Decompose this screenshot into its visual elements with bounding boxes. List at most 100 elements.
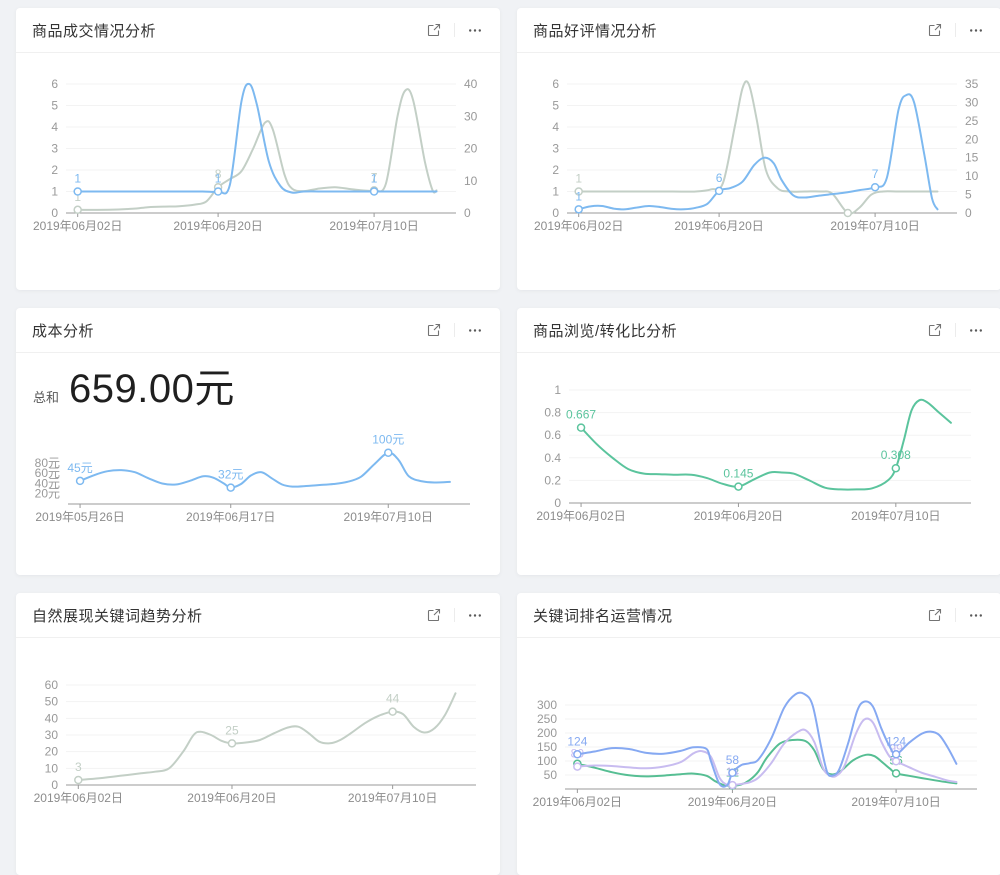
dashboard-grid: 商品成交情况分析 0 1 2 3 4 5 6 0 10 20 30 40 2019年06月02日 2019… bbox=[16, 8, 1000, 875]
svg-text:0.145: 0.145 bbox=[723, 467, 753, 481]
stat-value: 659.00元 bbox=[69, 367, 235, 411]
svg-text:2019年07月10日: 2019年07月10日 bbox=[329, 219, 418, 233]
svg-text:60元: 60元 bbox=[35, 466, 60, 480]
svg-text:0.4: 0.4 bbox=[544, 451, 561, 465]
svg-text:1: 1 bbox=[552, 185, 559, 199]
svg-text:58: 58 bbox=[726, 753, 740, 767]
svg-text:2019年06月02日: 2019年06月02日 bbox=[533, 795, 622, 809]
svg-text:250: 250 bbox=[537, 712, 557, 726]
svg-text:40: 40 bbox=[464, 77, 478, 91]
svg-text:4: 4 bbox=[51, 120, 58, 134]
svg-text:30: 30 bbox=[464, 109, 478, 123]
svg-text:25: 25 bbox=[225, 723, 239, 737]
card-deal-analysis: 商品成交情况分析 0 1 2 3 4 5 6 0 10 20 30 40 2019年06月02日 2019… bbox=[16, 8, 500, 290]
svg-text:2019年06月20日: 2019年06月20日 bbox=[694, 509, 783, 523]
svg-text:50: 50 bbox=[544, 768, 558, 782]
card-header: 商品成交情况分析 bbox=[16, 8, 500, 53]
more-options-icon[interactable] bbox=[967, 606, 985, 624]
svg-text:5: 5 bbox=[965, 188, 972, 202]
card-cost-analysis: 成本分析 总和 659.00元 20元 40元 60元 80元 2019年05月26日 2… bbox=[16, 308, 500, 575]
svg-text:2019年06月17日: 2019年06月17日 bbox=[186, 510, 275, 524]
svg-text:2019年06月20日: 2019年06月20日 bbox=[674, 219, 763, 233]
svg-text:6: 6 bbox=[552, 77, 559, 91]
svg-text:30: 30 bbox=[965, 95, 979, 109]
divider bbox=[454, 323, 455, 337]
more-options-icon[interactable] bbox=[967, 321, 985, 339]
card-keyword-trend: 自然展现关键词趋势分析 0 10 20 30 40 50 60 2019年06月02日 2019… bbox=[16, 593, 500, 875]
svg-text:20: 20 bbox=[464, 142, 478, 156]
svg-text:1: 1 bbox=[575, 172, 582, 186]
svg-text:2019年06月20日: 2019年06月20日 bbox=[688, 795, 777, 809]
total-stat: 总和 659.00元 bbox=[16, 353, 500, 425]
export-icon[interactable] bbox=[425, 21, 443, 39]
svg-text:100: 100 bbox=[537, 754, 557, 768]
svg-text:0.667: 0.667 bbox=[566, 408, 596, 422]
svg-text:32元: 32元 bbox=[218, 468, 243, 482]
card-keyword-rank: 关键词排名运营情况 50 100 150 200 250 300 2019年06月02日 20… bbox=[517, 593, 1000, 875]
card-review-analysis: 商品好评情况分析 0 1 2 3 4 5 6 0 5 10 15 20 25 30 35 2019年06月02… bbox=[517, 8, 1000, 290]
svg-text:300: 300 bbox=[537, 698, 557, 712]
card-title: 商品好评情况分析 bbox=[533, 22, 658, 40]
svg-text:2019年07月10日: 2019年07月10日 bbox=[348, 791, 437, 805]
svg-text:2019年07月10日: 2019年07月10日 bbox=[851, 795, 940, 809]
more-options-icon[interactable] bbox=[466, 21, 484, 39]
card-title: 关键词排名运营情况 bbox=[533, 607, 673, 625]
svg-text:40元: 40元 bbox=[35, 476, 60, 490]
svg-text:1: 1 bbox=[74, 190, 81, 204]
svg-text:20: 20 bbox=[45, 745, 59, 759]
more-options-icon[interactable] bbox=[466, 321, 484, 339]
svg-text:2019年06月20日: 2019年06月20日 bbox=[173, 219, 262, 233]
stat-label: 总和 bbox=[33, 390, 60, 405]
svg-text:10: 10 bbox=[45, 761, 59, 775]
svg-text:1: 1 bbox=[74, 172, 81, 186]
svg-text:0.8: 0.8 bbox=[544, 406, 561, 420]
svg-text:1: 1 bbox=[371, 172, 378, 186]
conversion-line-chart: 0 0.2 0.4 0.6 0.8 1 2019年06月02日 2019年06月20日 2019… bbox=[517, 353, 1000, 575]
svg-text:5: 5 bbox=[552, 99, 559, 113]
svg-text:0: 0 bbox=[552, 206, 559, 220]
svg-text:20: 20 bbox=[965, 132, 979, 146]
svg-text:45元: 45元 bbox=[67, 461, 92, 475]
svg-text:44: 44 bbox=[386, 692, 400, 706]
svg-text:2019年07月10日: 2019年07月10日 bbox=[851, 509, 940, 523]
svg-text:4: 4 bbox=[552, 120, 559, 134]
deal-line-chart: 0 1 2 3 4 5 6 0 10 20 30 40 2019年06月02日 2019年06月20日 20… bbox=[16, 53, 500, 290]
svg-text:0: 0 bbox=[51, 778, 58, 792]
export-icon[interactable] bbox=[926, 606, 944, 624]
svg-text:7: 7 bbox=[371, 170, 378, 184]
svg-text:0: 0 bbox=[554, 496, 561, 510]
svg-text:2019年06月02日: 2019年06月02日 bbox=[534, 219, 623, 233]
svg-text:150: 150 bbox=[537, 740, 557, 754]
svg-text:0: 0 bbox=[51, 206, 58, 220]
svg-text:0.6: 0.6 bbox=[544, 428, 561, 442]
more-options-icon[interactable] bbox=[466, 606, 484, 624]
export-icon[interactable] bbox=[926, 21, 944, 39]
svg-text:100元: 100元 bbox=[372, 433, 404, 447]
svg-text:124: 124 bbox=[886, 734, 906, 748]
card-header: 成本分析 bbox=[16, 308, 500, 353]
export-icon[interactable] bbox=[926, 321, 944, 339]
more-options-icon[interactable] bbox=[967, 21, 985, 39]
svg-text:2: 2 bbox=[51, 163, 58, 177]
divider bbox=[454, 608, 455, 622]
svg-text:124: 124 bbox=[567, 734, 587, 748]
svg-text:60: 60 bbox=[45, 678, 59, 692]
export-icon[interactable] bbox=[425, 321, 443, 339]
svg-text:6: 6 bbox=[51, 77, 58, 91]
svg-text:3: 3 bbox=[75, 760, 82, 774]
svg-text:2019年06月02日: 2019年06月02日 bbox=[34, 791, 123, 805]
svg-text:8: 8 bbox=[215, 167, 222, 181]
svg-text:5: 5 bbox=[51, 99, 58, 113]
cost-line-chart: 20元 40元 60元 80元 2019年05月26日 2019年06月17日 2019年0… bbox=[16, 425, 500, 575]
svg-text:2019年07月10日: 2019年07月10日 bbox=[830, 219, 919, 233]
svg-text:200: 200 bbox=[537, 726, 557, 740]
svg-text:50: 50 bbox=[45, 695, 59, 709]
card-header: 关键词排名运营情况 bbox=[517, 593, 1000, 638]
card-actions bbox=[425, 321, 484, 339]
svg-text:15: 15 bbox=[965, 151, 979, 165]
svg-text:1: 1 bbox=[215, 172, 222, 186]
svg-text:2019年06月02日: 2019年06月02日 bbox=[33, 219, 122, 233]
divider bbox=[955, 608, 956, 622]
svg-text:1: 1 bbox=[554, 383, 561, 397]
export-icon[interactable] bbox=[425, 606, 443, 624]
